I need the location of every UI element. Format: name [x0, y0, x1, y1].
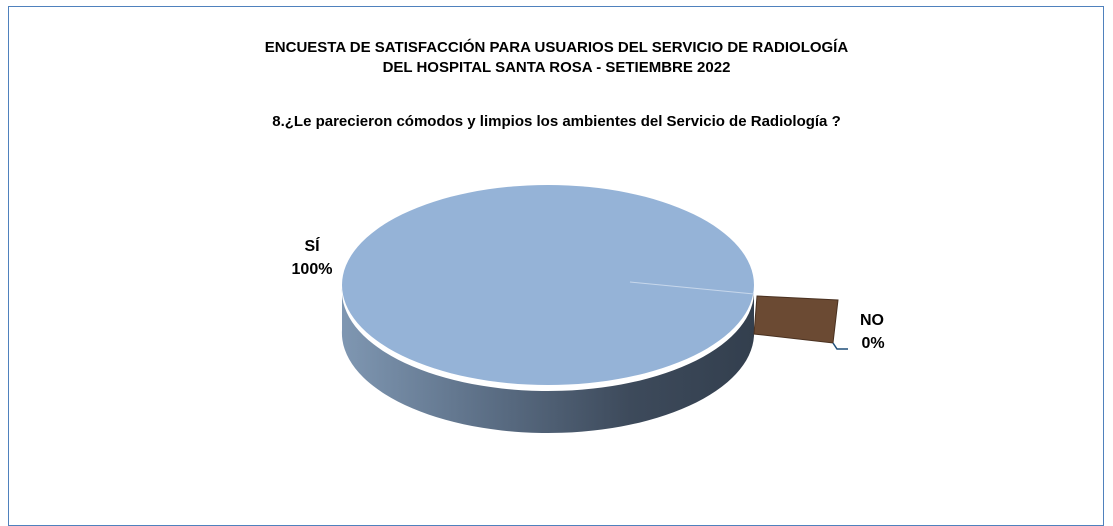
chart-question-title: 8.¿Le parecieron cómodos y limpios los a… — [272, 113, 841, 130]
data-label-no-value: 0% — [861, 335, 884, 352]
pie-slice-divider — [629, 281, 755, 295]
data-label-si-value: 100% — [292, 261, 333, 278]
pie-slice-no — [753, 295, 839, 344]
pie-slice-si-side — [341, 288, 754, 434]
data-label-no-category: NO — [860, 312, 884, 329]
pie-slice-si — [342, 185, 754, 385]
pie-chart: SÍ 100% NO 0% — [292, 185, 885, 434]
data-label-si-category: SÍ — [304, 236, 320, 255]
no-leader-line — [832, 342, 848, 350]
chart-title-line-1: ENCUESTA DE SATISFACCIÓN PARA USUARIOS D… — [264, 39, 849, 56]
chart-title-line-2: DEL HOSPITAL SANTA ROSA - SETIEMBRE 2022 — [382, 59, 731, 76]
